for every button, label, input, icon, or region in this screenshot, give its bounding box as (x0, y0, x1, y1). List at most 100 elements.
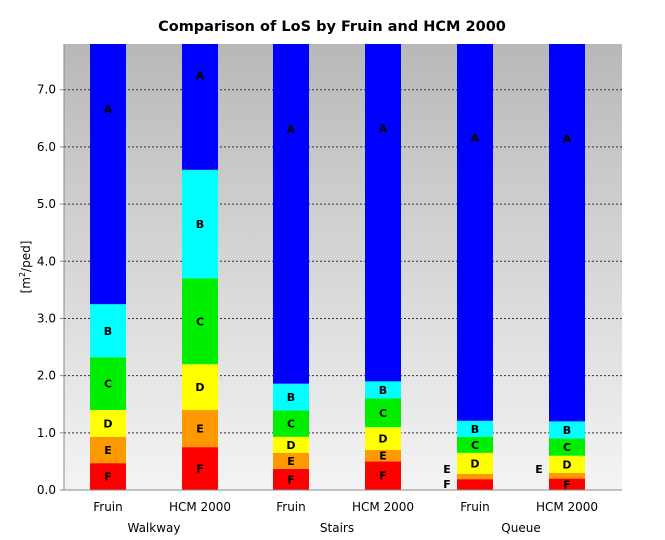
segment-label: D (103, 417, 112, 430)
segment-label: C (471, 439, 479, 452)
segment-label: A (471, 132, 480, 145)
segment-label: C (287, 418, 295, 431)
segment-label: E (196, 423, 204, 436)
bar-segment-e (549, 472, 585, 479)
segment-label: C (104, 378, 112, 391)
y-axis-label-sup: 2 (18, 272, 27, 277)
segment-label: E (379, 450, 387, 463)
bar-segment-c (365, 398, 401, 428)
segment-label: B (563, 424, 571, 437)
bar-segment-d (273, 436, 309, 453)
bar-segment-e (365, 449, 401, 462)
x-tick-label: HCM 2000 (169, 500, 231, 514)
segment-label: C (196, 315, 204, 328)
segment-label: D (562, 458, 571, 471)
bar-segment-a (273, 44, 309, 384)
group-label: Queue (501, 521, 540, 535)
segment-label: D (378, 433, 387, 446)
segment-label: F (104, 471, 112, 484)
bar-segment-a (365, 44, 401, 382)
segment-label: B (471, 423, 479, 436)
bar-segment-d (90, 409, 126, 437)
segment-label: E (443, 463, 451, 476)
bar-segment-b (182, 169, 218, 279)
segment-label: F (287, 473, 295, 486)
segment-label: B (287, 391, 295, 404)
bar-segment-b (90, 304, 126, 358)
bar-segment-e (273, 452, 309, 469)
group-label: Stairs (320, 521, 354, 535)
y-tick-label: 4.0 (37, 254, 56, 268)
segment-label: D (470, 457, 479, 470)
bar-segment-c (457, 436, 493, 453)
bar-segment-f (457, 479, 493, 490)
y-tick-label: 2.0 (37, 369, 56, 383)
segment-label: D (195, 381, 204, 394)
bar-segment-e (457, 473, 493, 480)
group-labels: Walkway Stairs Queue (127, 521, 540, 535)
bar-segment-d (457, 452, 493, 474)
x-tick-label: Fruin (460, 500, 490, 514)
y-tick-label: 3.0 (37, 311, 56, 325)
bar-segment-d (182, 364, 218, 410)
segment-label: B (104, 325, 112, 338)
y-axis-label-suffix: /ped] (19, 241, 33, 272)
bar-segment-c (273, 410, 309, 437)
bar-segment-c (549, 438, 585, 456)
segment-label: D (286, 439, 295, 452)
bar-segment-c (182, 278, 218, 365)
bar-segment-f (182, 447, 218, 490)
y-axis-label: [m2/ped] (18, 241, 33, 294)
segment-label: F (379, 470, 387, 483)
y-tick-label: 5.0 (37, 197, 56, 211)
x-tick-label: Fruin (93, 500, 123, 514)
bar-segment-e (90, 436, 126, 464)
group-label: Walkway (127, 521, 180, 535)
segment-label: F (196, 463, 204, 476)
segment-label: E (535, 463, 543, 476)
x-tick-label: HCM 2000 (536, 500, 598, 514)
segment-label: C (563, 441, 571, 454)
bar-segment-c (90, 357, 126, 410)
bar-stack: FE DCB A (443, 44, 493, 491)
bar-segment-f (365, 461, 401, 490)
bar-segment-d (549, 455, 585, 473)
segment-label: A (563, 132, 572, 145)
bar-segment-a (182, 44, 218, 170)
y-tick-label: 7.0 (37, 83, 56, 97)
bar-stack: F E DCB A (535, 44, 585, 491)
segment-label: E (287, 455, 295, 468)
segment-label: A (196, 69, 205, 82)
segment-label: F (443, 478, 451, 491)
bar-segment-a (457, 44, 493, 421)
bar-segment-f (90, 463, 126, 490)
x-axis-labels: Fruin HCM 2000 Fruin HCM 2000 Fruin HCM 2000 (93, 500, 598, 514)
gridlines (64, 89, 622, 434)
x-tick-label: HCM 2000 (352, 500, 414, 514)
segment-label: F (563, 478, 571, 491)
segment-label: A (379, 122, 388, 135)
segment-label: A (287, 123, 296, 136)
chart-title: Comparison of LoS by Fruin and HCM 2000 (158, 19, 506, 35)
bar-segment-a (90, 44, 126, 305)
bar-segment-b (549, 421, 585, 439)
plot-area (64, 44, 622, 490)
bar-segment-d (365, 427, 401, 450)
bar-segment-f (549, 478, 585, 490)
y-tick-label: 1.0 (37, 426, 56, 440)
bar-segment-b (457, 420, 493, 437)
y-tick-label: 0.0 (37, 483, 56, 497)
bar-segment-f (273, 468, 309, 490)
segment-label: E (104, 444, 112, 457)
bar-segment-b (365, 381, 401, 399)
segment-label: C (379, 407, 387, 420)
y-axis-ticks: 0.0 1.0 2.0 3.0 4.0 5.0 6.0 7.0 (37, 83, 64, 497)
y-tick-label: 6.0 (37, 140, 56, 154)
segment-label: B (379, 384, 387, 397)
